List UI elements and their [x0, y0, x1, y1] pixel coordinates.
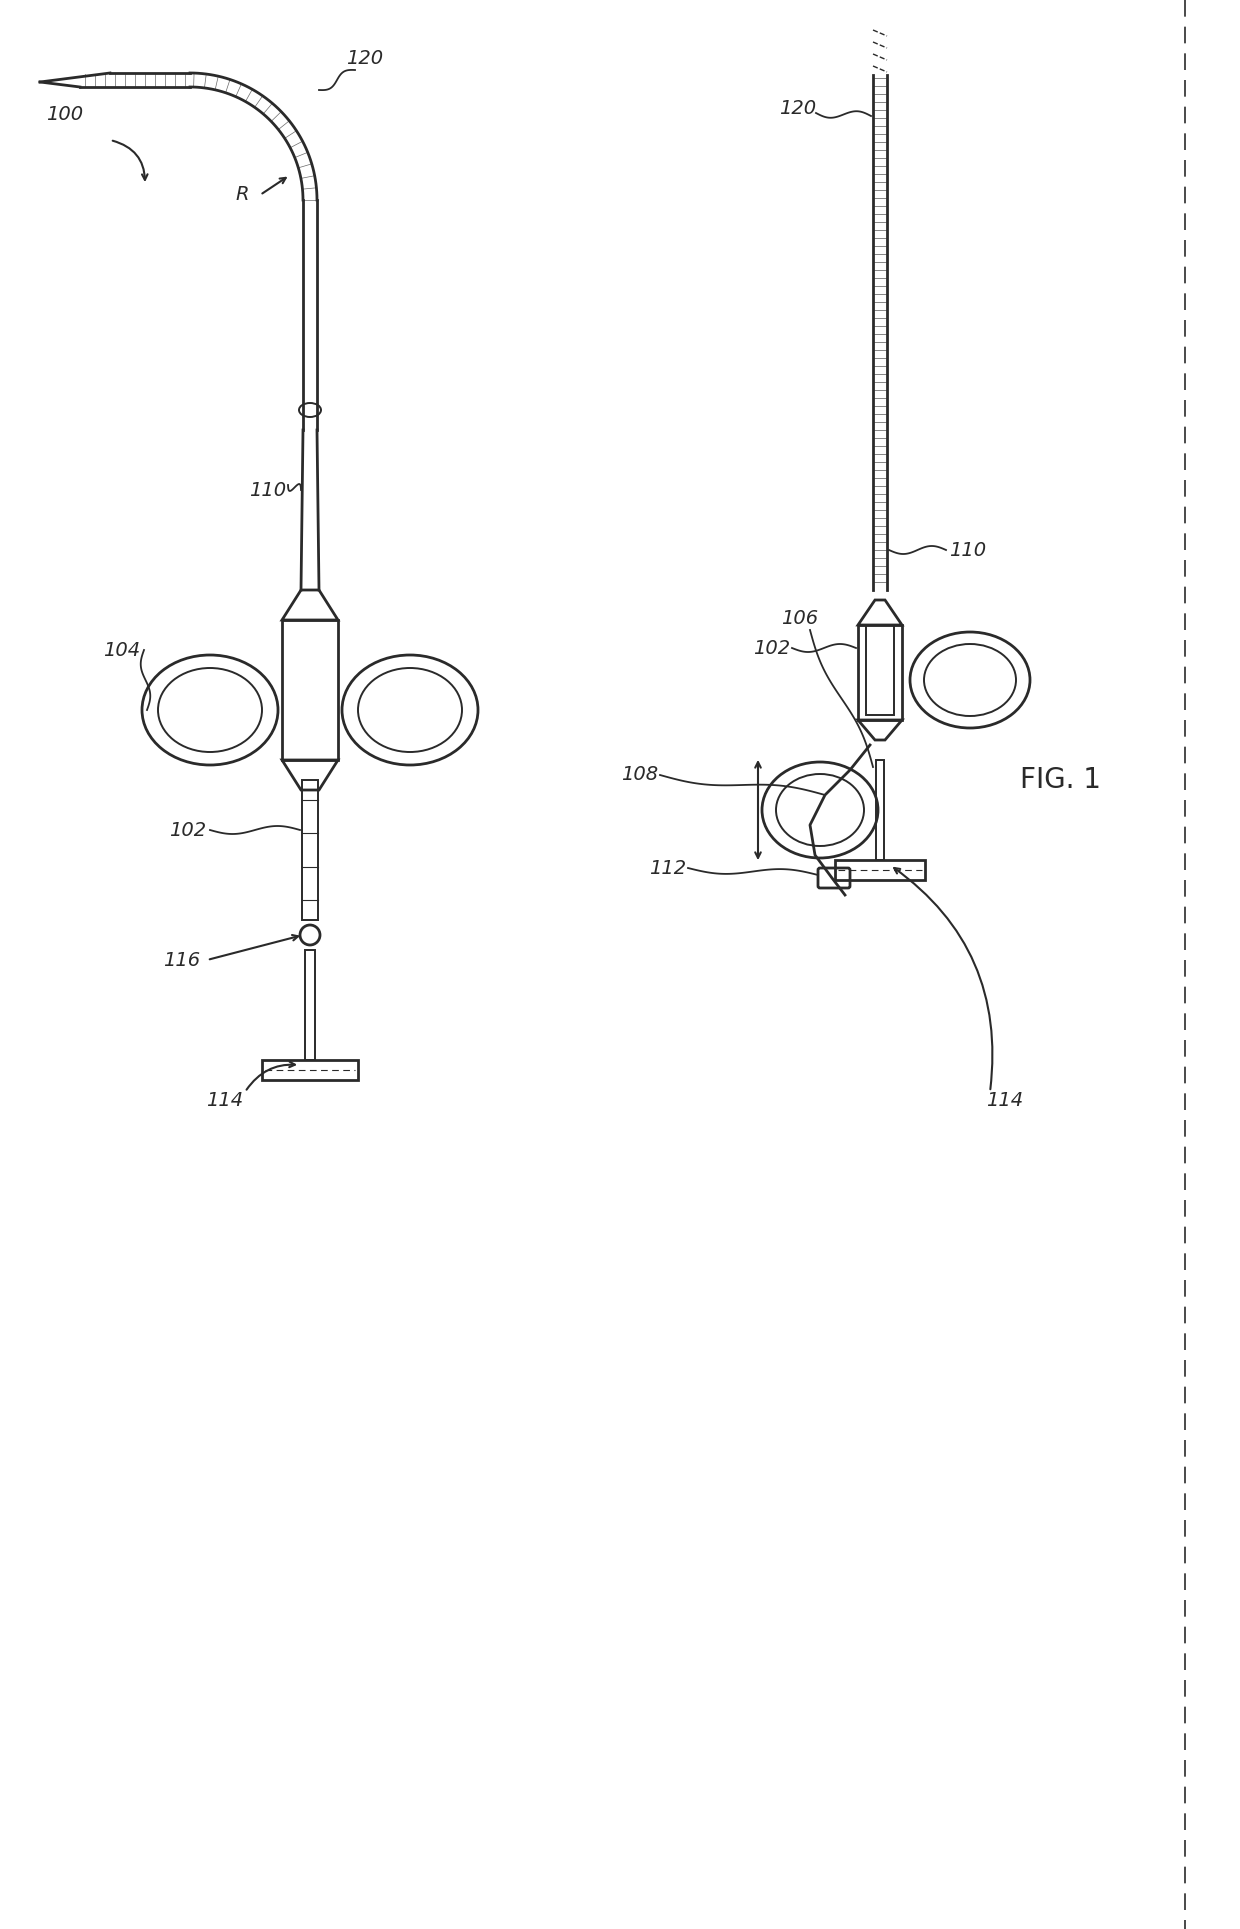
Text: 120: 120	[780, 98, 817, 118]
Text: 106: 106	[781, 608, 818, 627]
Text: 114: 114	[987, 1090, 1023, 1109]
Bar	[866, 625, 894, 716]
Bar	[303, 779, 317, 920]
Text: 114: 114	[206, 1090, 243, 1109]
Bar	[262, 1061, 358, 1080]
Text: 100: 100	[46, 106, 83, 125]
Text: 110: 110	[249, 480, 286, 500]
Text: 112: 112	[650, 858, 687, 878]
Text: 102: 102	[754, 638, 791, 658]
Text: 120: 120	[346, 48, 383, 68]
Bar	[281, 619, 339, 760]
Bar	[858, 625, 901, 720]
Text: 108: 108	[621, 766, 658, 785]
Text: 110: 110	[950, 540, 987, 559]
Bar	[305, 949, 315, 1061]
Bar	[835, 860, 925, 880]
Text: 116: 116	[164, 951, 201, 970]
Text: 104: 104	[103, 640, 140, 660]
Text: 102: 102	[170, 820, 207, 839]
Bar	[875, 760, 884, 860]
Text: R: R	[236, 185, 249, 204]
Text: FIG. 1: FIG. 1	[1019, 766, 1101, 795]
